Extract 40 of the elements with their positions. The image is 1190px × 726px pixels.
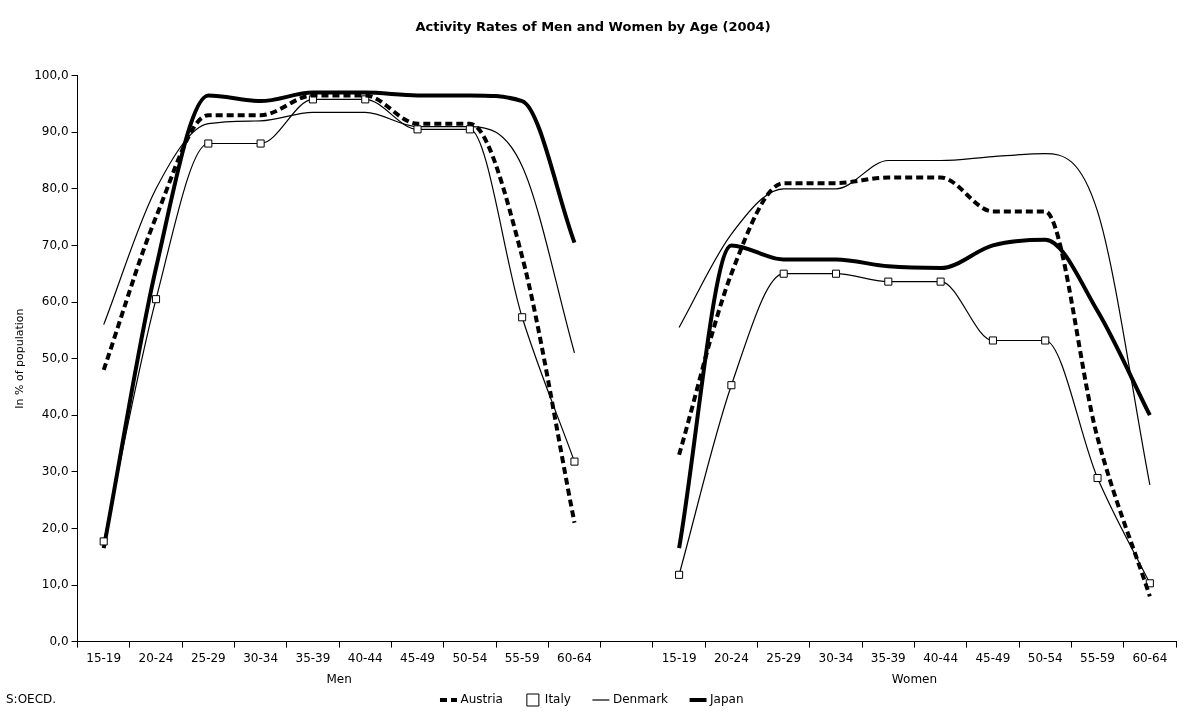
y-axis-title: In % of population (13, 308, 27, 409)
y-tick-label: 10,0 (41, 577, 69, 592)
x-tick-label: 60-64 (557, 650, 592, 665)
x-tick-label: 45-49 (400, 650, 435, 665)
x-tick-label: 50-54 (1027, 650, 1063, 665)
legend-label: Austria (460, 692, 503, 707)
y-tick-label: 60,0 (41, 294, 69, 309)
text: Men (326, 672, 352, 687)
y-tick-label: 90,0 (41, 124, 69, 139)
x-tick-label: 15-19 (86, 650, 122, 665)
x-tick-label: 35-39 (295, 650, 331, 665)
x-tick-label: 40-44 (923, 650, 959, 665)
x-tick-label: 55-59 (504, 650, 540, 665)
x-tick-label: 25-29 (190, 650, 226, 665)
x-tick-label: 60-64 (1132, 650, 1168, 665)
x-tick-label: 25-29 (766, 650, 802, 665)
x-tick-label: 20-24 (138, 650, 174, 665)
text: Women (891, 672, 938, 687)
y-tick-label: 20,0 (41, 520, 69, 535)
x-tick-label: 40-44 (347, 650, 383, 665)
y-tick-label: 100,0 (34, 67, 69, 82)
legend-label: Denmark (612, 692, 669, 707)
y-tick-label: 30,0 (41, 463, 69, 478)
y-tick-label: 70,0 (41, 237, 69, 252)
x-tick-label: 15-19 (661, 650, 697, 665)
y-tick-label: 0,0 (49, 633, 69, 648)
legend-label: Italy (544, 692, 571, 707)
x-tick-label: 30-34 (243, 650, 279, 665)
x-tick-label: 35-39 (870, 650, 906, 665)
chart-title: Activity Rates of Men and Women by Age (2004) (415, 19, 771, 35)
x-tick-label: 50-54 (452, 650, 488, 665)
legend-label: Japan (709, 692, 744, 707)
x-tick-label: 30-34 (818, 650, 854, 665)
x-tick-label: 45-49 (975, 650, 1011, 665)
y-tick-label: 50,0 (41, 350, 69, 365)
y-tick-label: 40,0 (41, 407, 69, 422)
y-tick-label: 80,0 (41, 180, 69, 195)
x-tick-label: 20-24 (713, 650, 749, 665)
text: S:OECD. (6, 692, 57, 707)
x-tick-label: 55-59 (1080, 650, 1115, 665)
